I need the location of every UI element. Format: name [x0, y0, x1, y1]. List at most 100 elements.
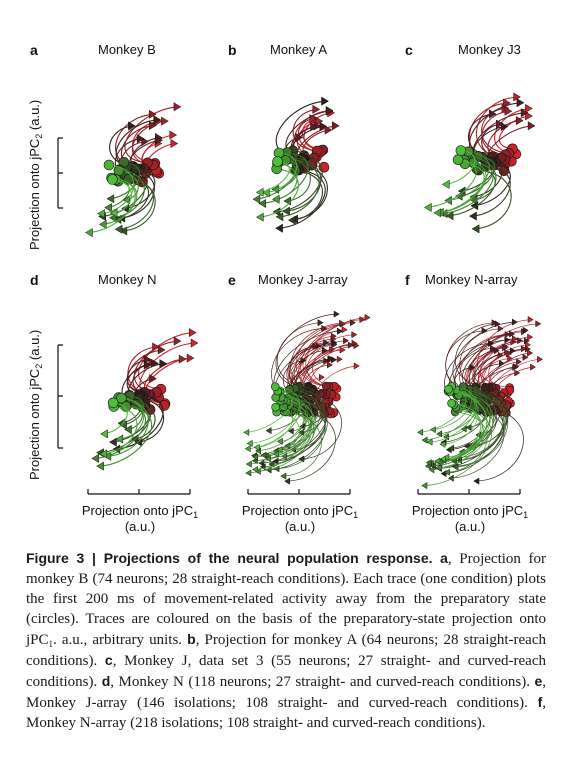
trajectory-trace	[121, 167, 156, 210]
preparatory-state-circle	[270, 382, 280, 392]
trajectory-arrowhead	[244, 445, 251, 453]
trajectory-trace	[433, 163, 485, 214]
panel-letter-a: a	[30, 42, 38, 58]
trajectory-trace	[446, 168, 496, 217]
trajectory-trace	[481, 107, 509, 154]
trajectory-arrowhead	[417, 428, 424, 436]
trajectory-arrowhead	[104, 203, 112, 213]
trajectory-arrowhead	[318, 373, 325, 381]
trajectory-arrowhead	[178, 354, 187, 364]
trajectory-arrowhead	[97, 209, 105, 219]
trajectory-arrowhead	[188, 328, 197, 338]
trajectory-arrowhead	[173, 102, 182, 112]
trajectory-arrowhead	[522, 326, 529, 334]
x-axis-label-e: Projection onto jPC1 (a.u.)	[241, 503, 359, 534]
preparatory-state-circle	[455, 145, 467, 156]
caption-sep: |	[84, 550, 104, 566]
preparatory-state-circle	[116, 392, 127, 404]
trajectory-arrowhead	[535, 320, 542, 328]
trajectory-arrowhead	[499, 359, 505, 368]
trajectory-arrowhead	[527, 121, 536, 131]
trajectory-trace	[428, 392, 494, 471]
panel-title-d: Monkey N	[98, 272, 157, 287]
trajectory-arrowhead	[527, 333, 534, 341]
trajectory-arrowhead	[103, 451, 112, 461]
trajectory-arrowhead	[511, 318, 518, 326]
trajectory-arrowhead	[161, 116, 169, 126]
trajectory-arrowhead	[99, 219, 107, 229]
preparatory-state-circle	[321, 381, 331, 391]
trajectory-arrowhead	[469, 211, 477, 221]
trajectory-arrowhead	[473, 477, 480, 485]
panel-title-a: Monkey B	[98, 42, 156, 57]
trajectory-trace	[426, 386, 477, 443]
trajectory-trace	[439, 388, 479, 445]
trajectory-arrowhead	[268, 460, 275, 468]
caption-part-d: , Monkey N (118 neurons; 27 straight- an…	[110, 674, 535, 690]
y-scale-bar-a	[57, 137, 63, 209]
trajectory-trace	[97, 164, 135, 215]
trajectory-arrowhead	[128, 121, 136, 131]
trajectory-arrowhead	[512, 363, 519, 372]
trajectory-arrowhead	[516, 358, 522, 366]
trajectory-arrowhead	[109, 437, 117, 447]
trajectory-trace	[254, 406, 293, 448]
trajectory-arrowhead	[173, 336, 182, 346]
trajectory-arrowhead	[440, 455, 446, 463]
trajectory-arrowhead	[444, 468, 450, 476]
trajectory-arrowhead	[276, 437, 283, 445]
trajectory-arrowhead	[169, 130, 178, 140]
trajectory-arrowhead	[469, 363, 476, 371]
trajectory-trace	[258, 391, 329, 464]
x-scale-bar-d	[87, 489, 191, 495]
trajectory-arrowhead	[444, 195, 452, 206]
trajectory-arrowhead	[434, 457, 441, 465]
trajectory-trace	[275, 169, 326, 229]
trajectory-arrowhead	[330, 332, 337, 340]
trajectory-arrowhead	[527, 316, 534, 324]
trajectory-arrowhead	[275, 212, 284, 222]
preparatory-state-circle	[107, 174, 118, 185]
trajectory-arrowhead	[439, 440, 446, 448]
trajectory-trace	[124, 106, 181, 164]
trajectory-arrowhead	[510, 347, 516, 355]
trajectory-arrowhead	[327, 361, 333, 369]
trajectory-arrowhead	[252, 465, 259, 474]
trajectory-arrowhead	[153, 115, 161, 125]
trajectory-plots	[57, 92, 543, 495]
trajectory-trace	[109, 169, 145, 219]
trajectory-trace	[277, 400, 304, 442]
caption-sub: 1	[48, 639, 54, 649]
caption-part-e-label: e	[534, 673, 543, 689]
trajectory-arrowhead	[524, 345, 531, 353]
panel-letter-e: e	[228, 272, 236, 288]
trajectory-arrowhead	[359, 316, 366, 324]
trajectory-trace	[288, 170, 323, 221]
trajectory-arrowhead	[514, 369, 521, 377]
trajectory-arrowhead	[500, 121, 509, 132]
trajectory-trace	[272, 413, 326, 462]
trajectory-trace	[441, 406, 505, 474]
caption-part: . a.u., arbitrary units.	[53, 632, 188, 648]
trajectory-arrowhead	[520, 108, 529, 118]
trajectory-trace	[469, 165, 511, 217]
trajectory-arrowhead	[256, 212, 264, 222]
trajectory-trace	[417, 388, 466, 433]
trajectory-arrowhead	[440, 470, 447, 478]
trajectory-trace	[472, 169, 512, 230]
trajectory-arrowhead	[537, 355, 543, 363]
trajectory-arrowhead	[276, 446, 283, 454]
trajectory-trace	[298, 393, 342, 460]
panel-title-c: Monkey J3	[458, 42, 521, 57]
trajectory-trace	[455, 323, 501, 388]
trajectory-arrowhead	[300, 357, 307, 365]
trajectory-trace	[256, 168, 299, 218]
trajectory-arrowhead	[272, 194, 280, 204]
trajectory-trace	[424, 159, 477, 208]
trajectory-trace	[430, 389, 472, 430]
trajectory-arrowhead	[512, 335, 518, 343]
trajectory-arrowhead	[426, 438, 433, 446]
trajectory-arrowhead	[245, 469, 252, 477]
trajectory-trace	[134, 397, 165, 443]
trajectory-arrowhead	[100, 429, 108, 439]
